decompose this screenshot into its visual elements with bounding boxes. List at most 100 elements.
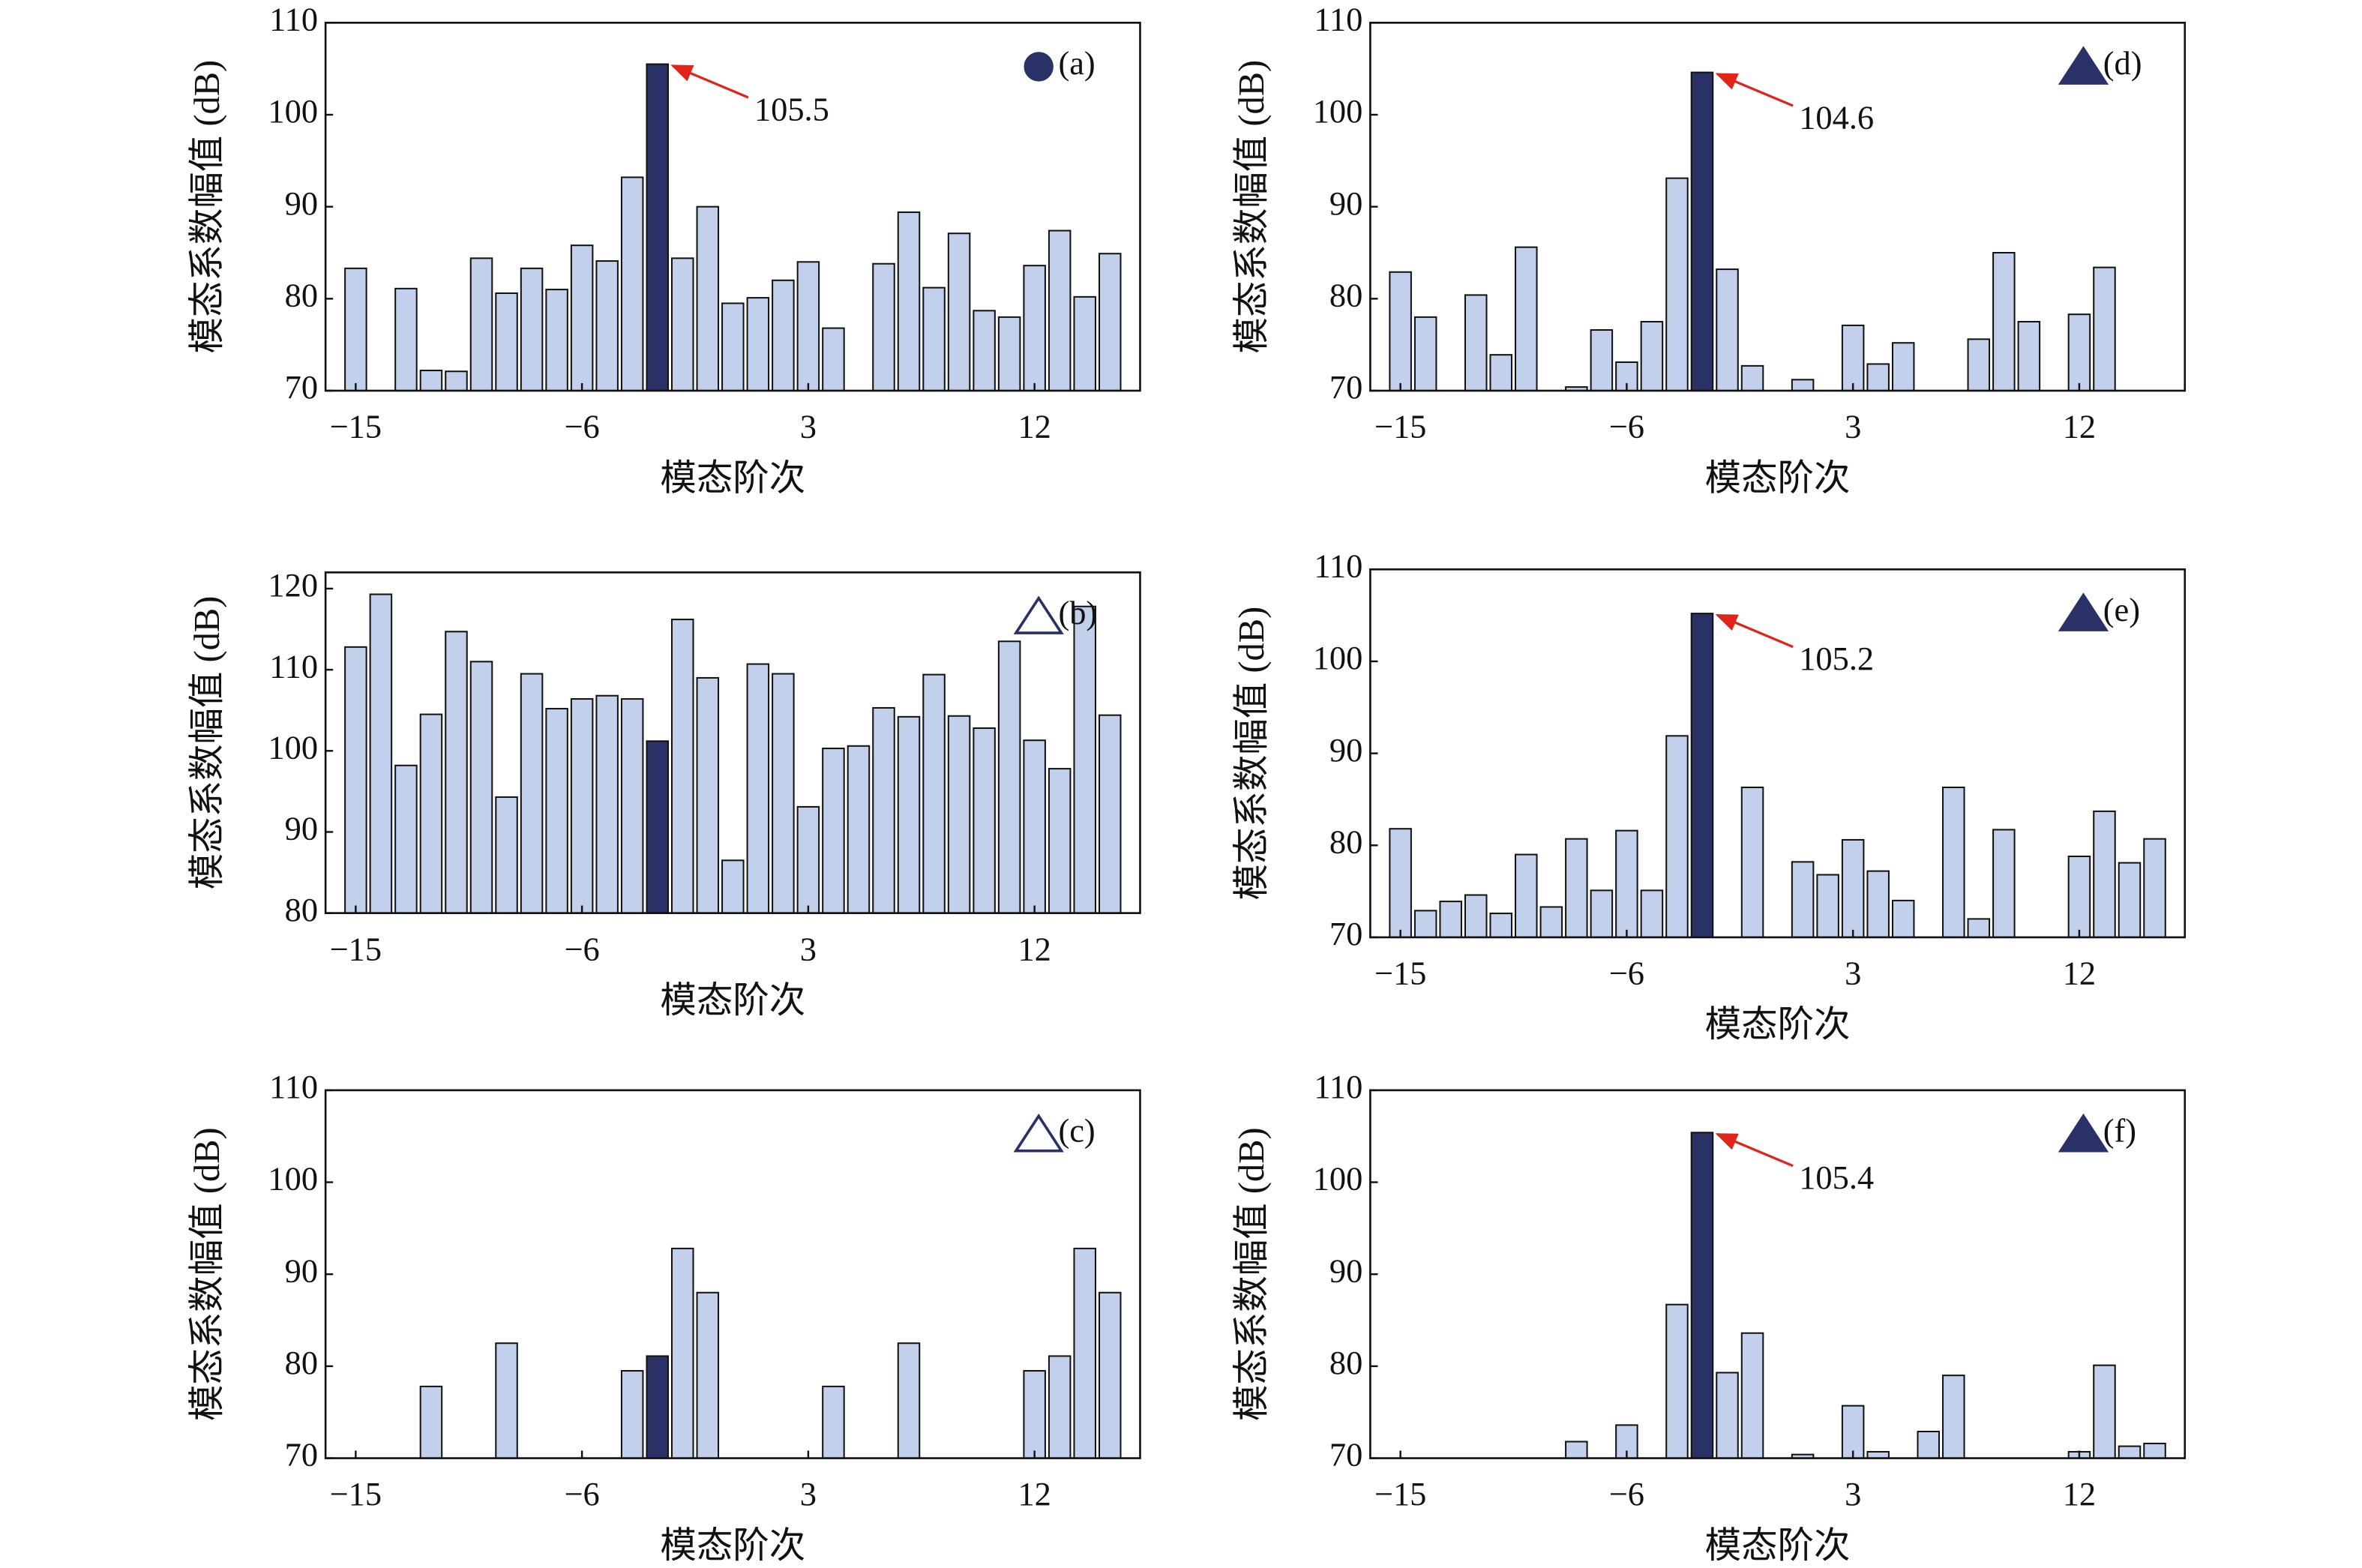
bar xyxy=(897,715,921,914)
bar xyxy=(1048,768,1072,914)
x-tick-label: −15 xyxy=(330,1475,382,1513)
bar xyxy=(772,279,795,392)
bar xyxy=(1942,786,1965,938)
x-tick-label: −15 xyxy=(1374,1475,1426,1513)
annotation-arrow xyxy=(1715,73,1794,107)
x-tick-label: 3 xyxy=(1845,1475,1861,1513)
bar xyxy=(1590,889,1614,938)
x-tick-label: −15 xyxy=(330,408,382,445)
y-tick-label: 80 xyxy=(1329,823,1362,860)
panel-label: (e) xyxy=(2103,591,2140,628)
y-tick-label: 120 xyxy=(268,566,318,604)
bar xyxy=(1690,1132,1714,1459)
bar xyxy=(772,673,795,914)
bar xyxy=(1716,1372,1739,1459)
bar xyxy=(872,706,895,914)
bar xyxy=(1791,379,1815,392)
bar xyxy=(1891,899,1915,938)
x-tick-label: 12 xyxy=(2063,408,2096,445)
bar xyxy=(469,257,493,392)
bar xyxy=(445,370,468,392)
bar xyxy=(696,1291,720,1459)
bar xyxy=(1615,829,1638,938)
y-tick-label: 80 xyxy=(1329,1344,1362,1381)
bar xyxy=(822,1385,845,1459)
bar xyxy=(2093,810,2116,938)
x-axis-label: 模态阶次 xyxy=(1705,1005,1851,1045)
bar xyxy=(947,715,971,914)
bar xyxy=(419,713,443,914)
y-tick-label: 80 xyxy=(285,891,318,928)
panel-label: (a) xyxy=(1058,44,1095,82)
panel-label: (d) xyxy=(2103,44,2142,82)
bar xyxy=(1515,246,1538,392)
x-tick-label: 12 xyxy=(1018,930,1051,967)
bar xyxy=(696,205,720,392)
bar xyxy=(1917,1430,1941,1459)
bar xyxy=(1098,714,1122,914)
bar xyxy=(1841,324,1865,392)
bar xyxy=(696,676,720,914)
bar xyxy=(897,211,921,392)
bar xyxy=(822,748,845,914)
y-tick-label: 110 xyxy=(269,647,318,685)
bar xyxy=(1439,901,1462,938)
bar xyxy=(997,316,1021,392)
bar xyxy=(1539,906,1563,938)
bar xyxy=(595,260,619,392)
y-tick-label: 70 xyxy=(285,368,318,406)
bar xyxy=(646,1355,669,1459)
bar xyxy=(997,640,1021,914)
bar xyxy=(520,673,544,914)
bar xyxy=(2118,1445,2142,1459)
bar xyxy=(1073,1247,1096,1459)
bar xyxy=(1023,1370,1046,1459)
bar xyxy=(369,593,393,914)
bar xyxy=(1690,613,1714,938)
bar xyxy=(2143,838,2166,938)
bar xyxy=(1023,739,1046,914)
annotation-arrow xyxy=(1715,613,1794,649)
legend-marker xyxy=(2058,1113,2109,1153)
x-tick-label: 3 xyxy=(1845,408,1861,445)
bar xyxy=(646,740,669,914)
bar xyxy=(620,1370,644,1459)
bar xyxy=(520,267,544,392)
bar xyxy=(670,257,694,392)
y-tick-label: 100 xyxy=(1313,639,1363,676)
bar xyxy=(746,297,770,392)
bar xyxy=(2017,320,2041,392)
y-tick-label: 100 xyxy=(1313,92,1363,130)
bar xyxy=(1690,71,1714,392)
bar xyxy=(1665,177,1689,392)
bar xyxy=(1489,354,1513,392)
bar xyxy=(973,727,996,914)
bar xyxy=(1740,1332,1764,1459)
x-tick-label: 12 xyxy=(2063,1475,2096,1513)
y-tick-label: 110 xyxy=(1314,547,1362,584)
x-tick-label: 12 xyxy=(1018,408,1051,445)
panel-label: (b) xyxy=(1058,594,1097,631)
y-tick-label: 90 xyxy=(285,1252,318,1289)
bar xyxy=(1048,229,1072,392)
plot-frame xyxy=(324,571,1141,914)
bar xyxy=(1640,889,1664,938)
bar xyxy=(1791,861,1815,938)
x-axis-label: 模态阶次 xyxy=(1705,1526,1851,1566)
bar xyxy=(1866,870,1890,938)
legend-marker xyxy=(1013,595,1064,634)
y-tick-label: 80 xyxy=(285,277,318,314)
legend-marker xyxy=(2058,46,2109,85)
x-tick-label: 12 xyxy=(1018,1475,1051,1513)
bar xyxy=(1866,363,1890,392)
y-axis-label: 模态系数幅值 (dB) xyxy=(187,1127,227,1421)
bar xyxy=(1841,1405,1865,1459)
y-tick-label: 70 xyxy=(1329,368,1362,406)
annotation: 105.2 xyxy=(1799,640,1874,677)
bar xyxy=(1048,1355,1072,1459)
legend-marker xyxy=(2058,592,2109,631)
bar xyxy=(545,708,568,914)
bar xyxy=(1565,838,1588,938)
bar xyxy=(1515,853,1538,938)
